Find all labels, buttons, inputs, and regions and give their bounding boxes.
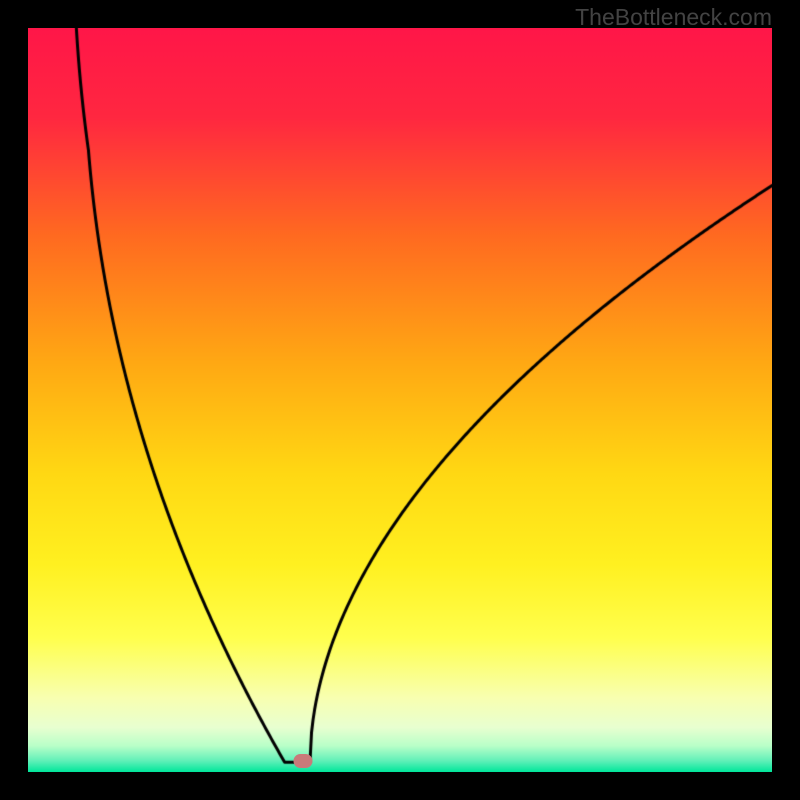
bottleneck-curve	[28, 28, 772, 772]
chart-container: TheBottleneck.com	[0, 0, 800, 800]
plot-area	[28, 28, 772, 772]
optimal-point-marker	[294, 754, 313, 768]
watermark-text: TheBottleneck.com	[575, 4, 772, 31]
